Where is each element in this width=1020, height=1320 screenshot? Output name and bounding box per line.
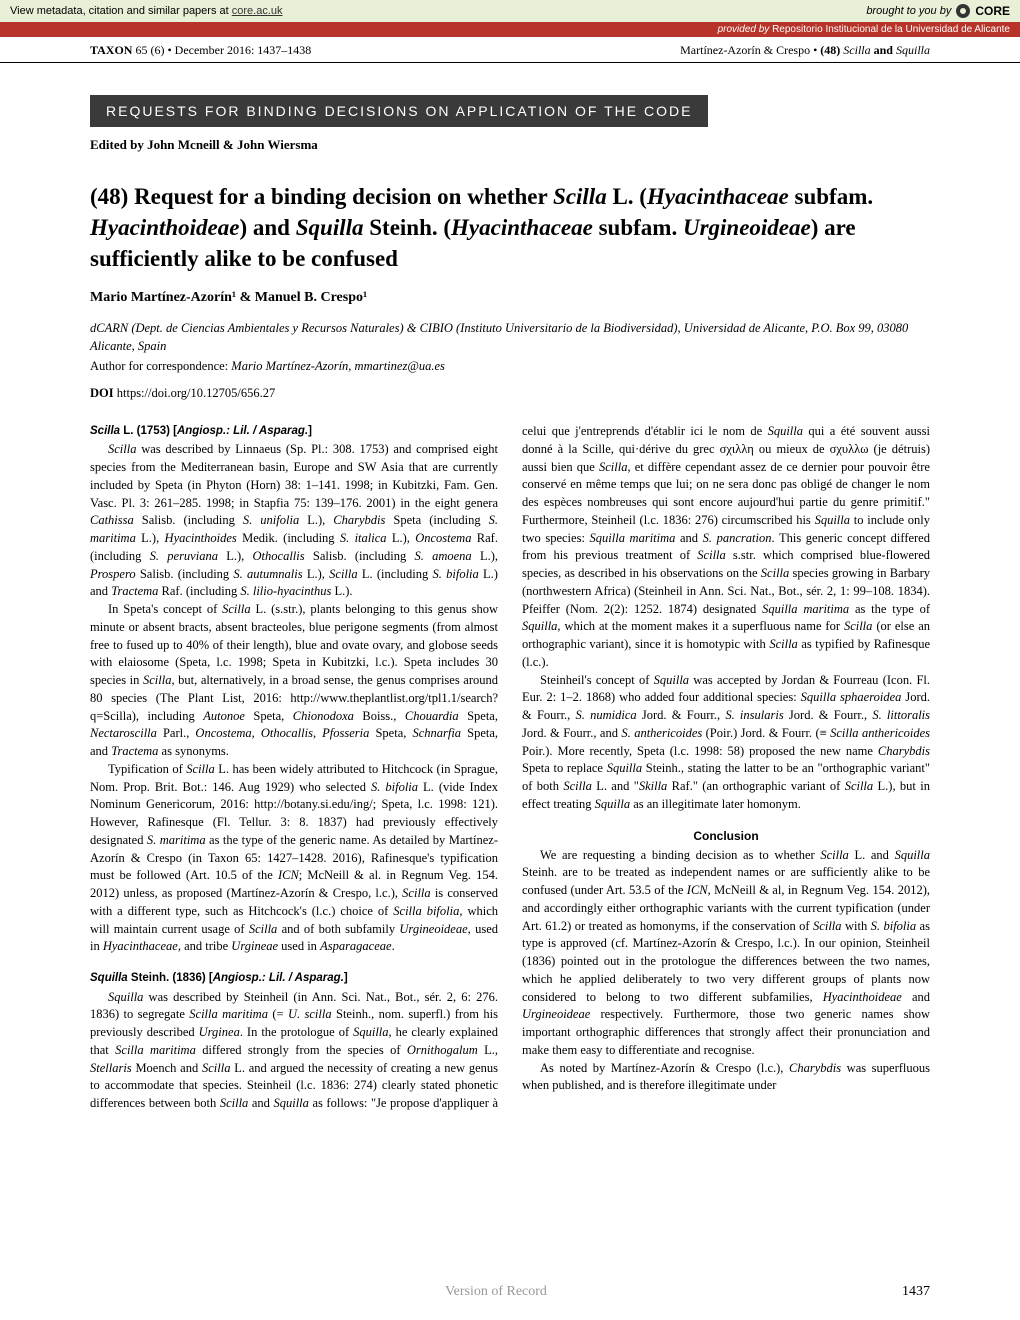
body-para: As noted by Martínez-Azorín & Crespo (l.… xyxy=(522,1060,930,1096)
journal-info: TAXON 65 (6) • December 2016: 1437–1438 xyxy=(90,43,311,58)
section-header: REQUESTS FOR BINDING DECISIONS ON APPLIC… xyxy=(90,95,708,127)
banner-left: View metadata, citation and similar pape… xyxy=(10,5,283,17)
body-para: Typification of Scilla L. has been widel… xyxy=(90,761,498,956)
journal-name: TAXON xyxy=(90,43,132,57)
correspondence-label: Author for correspondence: xyxy=(90,359,231,373)
body-para: Scilla was described by Linnaeus (Sp. Pl… xyxy=(90,441,498,601)
affiliation: dCARN (Dept. de Ciencias Ambientales y R… xyxy=(90,320,930,355)
entry-scilla-head: Scilla L. (1753) [Angiosp.: Lil. / Aspar… xyxy=(90,423,498,439)
running-header: TAXON 65 (6) • December 2016: 1437–1438 … xyxy=(0,37,1020,63)
doi-label: DOI xyxy=(90,386,114,400)
journal-issue: 65 (6) • December 2016: 1437–1438 xyxy=(132,43,311,57)
header-right: Martínez-Azorín & Crespo • (48) Scilla a… xyxy=(680,43,930,58)
authors: Mario Martínez-Azorín¹ & Manuel B. Cresp… xyxy=(90,290,930,306)
editor-line: Edited by John Mcneill & John Wiersma xyxy=(90,137,930,153)
doi-url[interactable]: https://doi.org/10.12705/656.27 xyxy=(114,386,276,400)
provided-source: Repositorio Institucional de la Universi… xyxy=(772,24,1010,35)
doi-line: DOI https://doi.org/10.12705/656.27 xyxy=(90,386,930,401)
correspondence: Author for correspondence: Mario Martíne… xyxy=(90,359,930,374)
body-para: Steinheil's concept of Squilla was accep… xyxy=(522,672,930,814)
entry-squilla-head: Squilla Steinh. (1836) [Angiosp.: Lil. /… xyxy=(90,970,498,986)
brought-by-text: brought to you by xyxy=(866,5,951,17)
version-label: Version of Record xyxy=(445,1284,547,1300)
correspondence-author: Mario Martínez-Azorín, mmartinez@ua.es xyxy=(231,359,445,373)
provided-bar: provided by Repositorio Institucional de… xyxy=(0,22,1020,37)
core-link[interactable]: core.ac.uk xyxy=(232,5,283,17)
article-title: (48) Request for a binding decision on w… xyxy=(90,181,930,274)
page-footer: Version of Record 1437 xyxy=(90,1284,930,1300)
banner-text: View metadata, citation and similar pape… xyxy=(10,5,232,17)
core-icon xyxy=(956,4,970,18)
core-logo[interactable]: CORE xyxy=(975,4,1010,18)
conclusion-head: Conclusion xyxy=(522,828,930,845)
page-number: 1437 xyxy=(902,1284,930,1300)
body-columns: Scilla L. (1753) [Angiosp.: Lil. / Aspar… xyxy=(90,423,930,1113)
provided-prefix: provided by xyxy=(718,24,772,35)
metadata-banner: View metadata, citation and similar pape… xyxy=(0,0,1020,22)
body-para: In Speta's concept of Scilla L. (s.str.)… xyxy=(90,601,498,761)
banner-right: brought to you by CORE xyxy=(866,4,1010,18)
body-para: We are requesting a binding decision as … xyxy=(522,847,930,1060)
